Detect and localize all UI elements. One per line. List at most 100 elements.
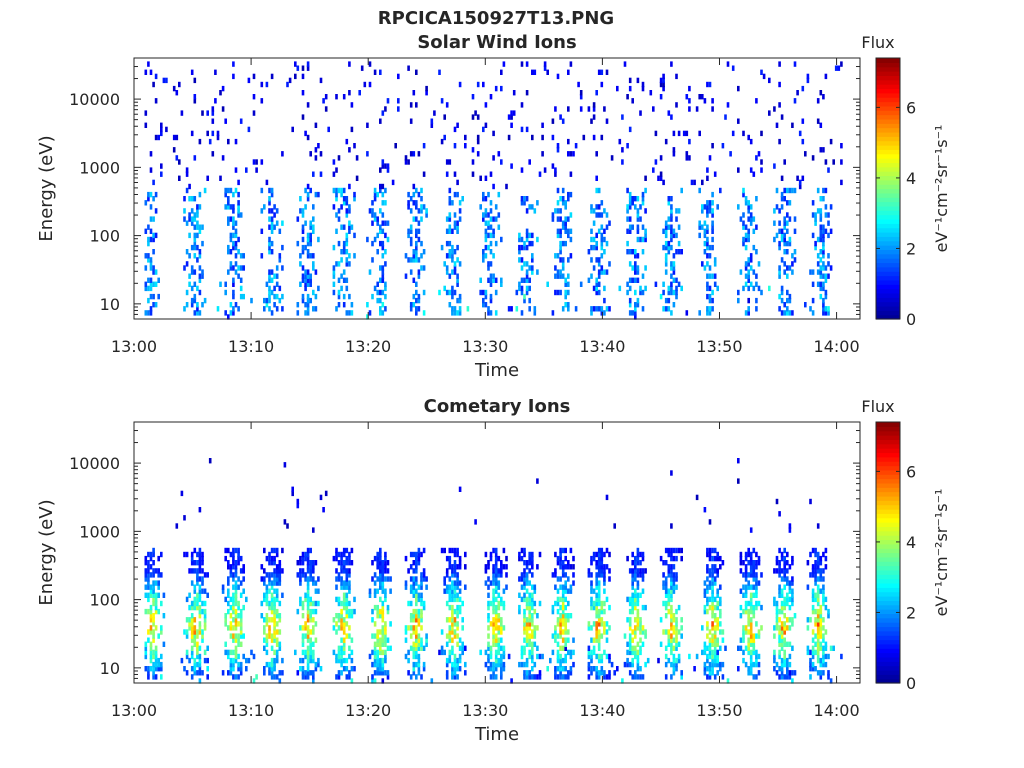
spectrogram-cell [482,196,485,202]
spectrogram-cell [451,257,454,263]
spectrogram-cell [270,645,274,651]
colorbar-segment [876,253,900,259]
spectrogram-cell [379,167,382,173]
spectrogram-cell [201,273,204,279]
spectrogram-cell [747,645,750,651]
spectrogram-cell [304,592,307,598]
spectrogram-cell [185,289,189,296]
spectrogram-cell [698,220,701,226]
spectrogram-cell [783,232,786,239]
spectrogram-cell [749,253,753,259]
spectrogram-cell [634,289,637,296]
spectrogram-cell [443,547,446,554]
spectrogram-cell [487,191,490,198]
spectrogram-cell [608,576,611,582]
spectrogram-cell [780,629,784,635]
spectrogram-cell [556,560,560,566]
spectrogram-cell [239,666,243,672]
spectrogram-cell [778,269,781,275]
spectrogram-cell [492,277,495,283]
spectrogram-cell [190,653,194,660]
spectrogram-cell [154,657,158,664]
spectrogram-cell [752,613,756,619]
spectrogram-cell [342,187,346,194]
spectrogram-cell [381,191,385,198]
spectrogram-cell [569,564,573,570]
spectrogram-cell [587,572,591,578]
spectrogram-cell [816,588,820,594]
spectrogram-cell [780,645,784,651]
spectrogram-cell [193,77,197,84]
spectrogram-cell [337,216,341,222]
spectrogram-cell [675,555,678,562]
spectrogram-cell [531,653,534,660]
spectrogram-cell [263,547,266,554]
spectrogram-cell [706,285,709,292]
spectrogram-cell [662,73,665,80]
colorbar-segment [876,179,900,185]
spectrogram-cell [724,114,727,120]
spectrogram-cell [531,134,534,141]
spectrogram-cell [675,102,678,108]
spectrogram-cell [494,289,498,296]
spectrogram-cell [551,212,555,218]
spectrogram-cell [366,151,369,157]
spectrogram-cell [301,114,305,120]
spectrogram-cell [206,110,209,116]
spectrogram-cell [677,629,681,635]
spectrogram-cell [595,560,598,566]
spectrogram-cell [628,285,632,292]
spectrogram-cell [675,621,678,627]
spectrogram-cell [198,507,202,513]
spectrogram-cell [518,249,521,255]
spectrogram-cell [152,629,155,635]
spectrogram-cell [376,641,379,647]
spectrogram-cell [778,273,781,279]
spectrogram-cell [340,625,343,631]
spectrogram-cell [605,240,609,247]
spectrogram-cell [198,604,202,611]
spectrogram-cell [693,179,696,186]
spectrogram-cell [227,314,230,320]
spectrogram-cell [304,649,307,656]
spectrogram-cell [631,661,634,668]
spectrogram-cell [147,576,150,582]
spectrogram-cell [265,297,269,304]
spectrogram-cell [531,551,534,558]
spectrogram-cell [227,670,230,676]
spectrogram-cell [670,617,673,623]
spectrogram-cell [737,458,740,464]
spectrogram-cell [464,661,467,668]
spectrogram-cell [525,617,529,623]
spectrogram-cell [608,220,611,226]
spectrogram-cell [744,236,748,243]
spectrogram-cell [822,596,825,603]
spectrogram-cell [196,208,199,214]
spectrogram-cell [822,281,825,287]
spectrogram-cell [675,661,678,668]
colorbar-segment [876,622,900,628]
spectrogram-cell [626,649,629,656]
spectrogram-cell [685,155,689,161]
spectrogram-cell [497,645,501,651]
spectrogram-cell [559,613,562,619]
spectrogram-cell [778,637,781,643]
spectrogram-cell [201,600,204,607]
spectrogram-cell [706,175,709,181]
spectrogram-cell [675,633,678,639]
spectrogram-cell [152,670,155,676]
spectrogram-cell [451,674,454,680]
spectrogram-cell [206,645,209,651]
spectrogram-cell [345,196,349,202]
spectrogram-cell [353,232,356,239]
spectrogram-cell [667,572,671,578]
spectrogram-cell [659,617,663,623]
spectrogram-cell [791,269,794,275]
spectrogram-cell [381,600,385,607]
spectrogram-cell [453,191,457,198]
spectrogram-cell [716,600,719,607]
spectrogram-cell [628,670,632,676]
spectrogram-cell [793,216,797,222]
spectrogram-cell [314,588,318,594]
spectrogram-cell [345,600,349,607]
